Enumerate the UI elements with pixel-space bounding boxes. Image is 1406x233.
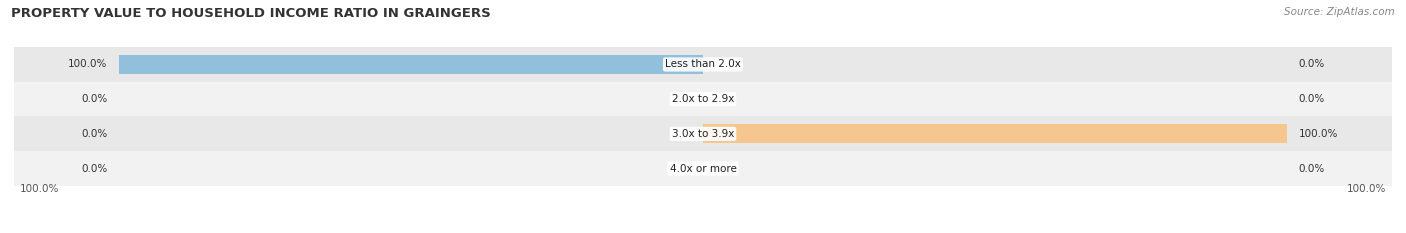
- Text: 0.0%: 0.0%: [1299, 59, 1324, 69]
- Text: 0.0%: 0.0%: [1299, 164, 1324, 174]
- Text: 0.0%: 0.0%: [82, 129, 107, 139]
- Text: 100.0%: 100.0%: [1347, 184, 1386, 194]
- Bar: [703, 124, 1286, 143]
- Text: 2.0x to 2.9x: 2.0x to 2.9x: [672, 94, 734, 104]
- Text: 0.0%: 0.0%: [82, 164, 107, 174]
- Text: 0.0%: 0.0%: [82, 94, 107, 104]
- Text: 4.0x or more: 4.0x or more: [669, 164, 737, 174]
- Bar: [3, 151, 1403, 186]
- Bar: [3, 82, 1403, 116]
- Bar: [120, 55, 703, 74]
- Bar: [3, 47, 1403, 82]
- Text: 3.0x to 3.9x: 3.0x to 3.9x: [672, 129, 734, 139]
- Bar: [3, 116, 1403, 151]
- Text: Source: ZipAtlas.com: Source: ZipAtlas.com: [1284, 7, 1395, 17]
- Text: 100.0%: 100.0%: [67, 59, 107, 69]
- Text: PROPERTY VALUE TO HOUSEHOLD INCOME RATIO IN GRAINGERS: PROPERTY VALUE TO HOUSEHOLD INCOME RATIO…: [11, 7, 491, 20]
- Text: 0.0%: 0.0%: [1299, 94, 1324, 104]
- Text: 100.0%: 100.0%: [20, 184, 59, 194]
- Text: 100.0%: 100.0%: [1299, 129, 1339, 139]
- Text: Less than 2.0x: Less than 2.0x: [665, 59, 741, 69]
